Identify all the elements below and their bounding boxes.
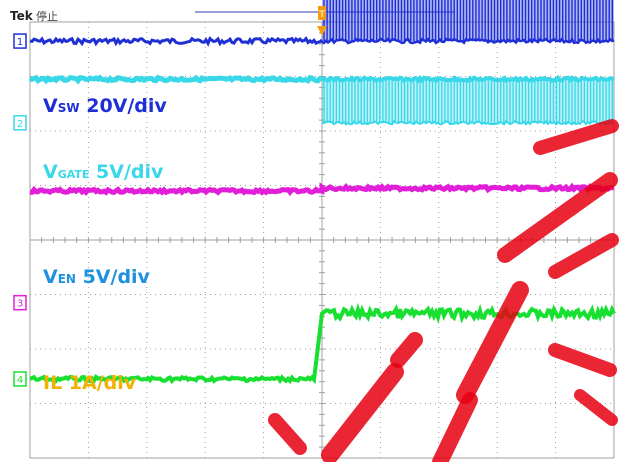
channel-marker-text: 1 [17, 37, 23, 48]
vsw-trace-low [29, 36, 324, 47]
channel-marker-3: 3 [13, 294, 27, 311]
waveform-traces [28, 0, 616, 385]
vsw-trace-switching [321, 0, 615, 45]
vgate-burst-bottom [321, 119, 615, 126]
il-label: IL 1A/div [43, 372, 137, 394]
channel-marker-box [13, 294, 27, 311]
brand-label: Tek [10, 9, 34, 23]
channel-marker-text: 2 [17, 119, 23, 130]
vgate-burst-lines [323, 79, 613, 123]
channel-marker-1: 1 [13, 33, 27, 49]
channel-marker-box [13, 371, 27, 387]
vgate-trace-switching [320, 74, 615, 126]
vsw-burst-bottom [321, 37, 615, 45]
status-label: 停止 [36, 9, 58, 23]
vsw-label: VSW 20V/div [43, 95, 167, 117]
channel-marker-text: 4 [17, 375, 23, 386]
trigger-marker: T [317, 6, 327, 36]
channel-marker-text: 3 [17, 299, 23, 310]
vgate-burst-top [320, 74, 615, 84]
channel-marker-box [13, 115, 27, 131]
channel-marker-4: 4 [13, 371, 27, 387]
channel-marker-box [13, 33, 27, 49]
channel-markers: 1 2 3 4 [13, 33, 27, 387]
vgate-trace-low [28, 74, 323, 85]
ven-trace [29, 182, 615, 197]
vgate-label: VGATE 5V/div [43, 161, 164, 183]
vsw-burst-band [322, 0, 614, 42]
ven-label: VEN 5V/div [43, 266, 151, 288]
vgate-burst-band [322, 79, 614, 123]
watermark-logo [268, 119, 619, 462]
il-trace [29, 302, 616, 385]
trigger-marker-text: T [318, 10, 325, 20]
channel-marker-2: 2 [13, 115, 27, 131]
